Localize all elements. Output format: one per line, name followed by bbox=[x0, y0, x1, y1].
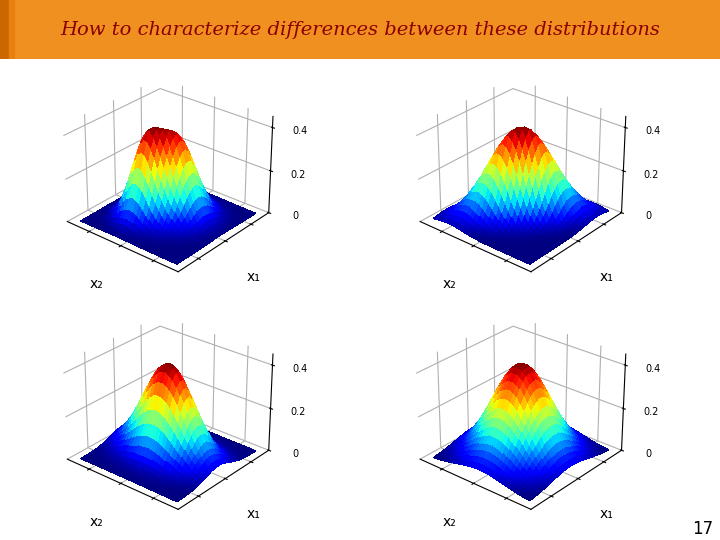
Y-axis label: x₁: x₁ bbox=[247, 270, 261, 284]
Y-axis label: x₁: x₁ bbox=[600, 508, 613, 522]
Y-axis label: x₁: x₁ bbox=[600, 270, 613, 284]
Bar bbox=[0, 0, 9, 59]
Bar bbox=[9, 0, 14, 59]
Text: How to characterize differences between these distributions: How to characterize differences between … bbox=[60, 21, 660, 39]
X-axis label: x₂: x₂ bbox=[442, 278, 456, 292]
X-axis label: x₂: x₂ bbox=[442, 515, 456, 529]
X-axis label: x₂: x₂ bbox=[89, 515, 104, 529]
X-axis label: x₂: x₂ bbox=[89, 278, 104, 292]
Text: 17: 17 bbox=[692, 520, 713, 538]
Y-axis label: x₁: x₁ bbox=[247, 508, 261, 522]
